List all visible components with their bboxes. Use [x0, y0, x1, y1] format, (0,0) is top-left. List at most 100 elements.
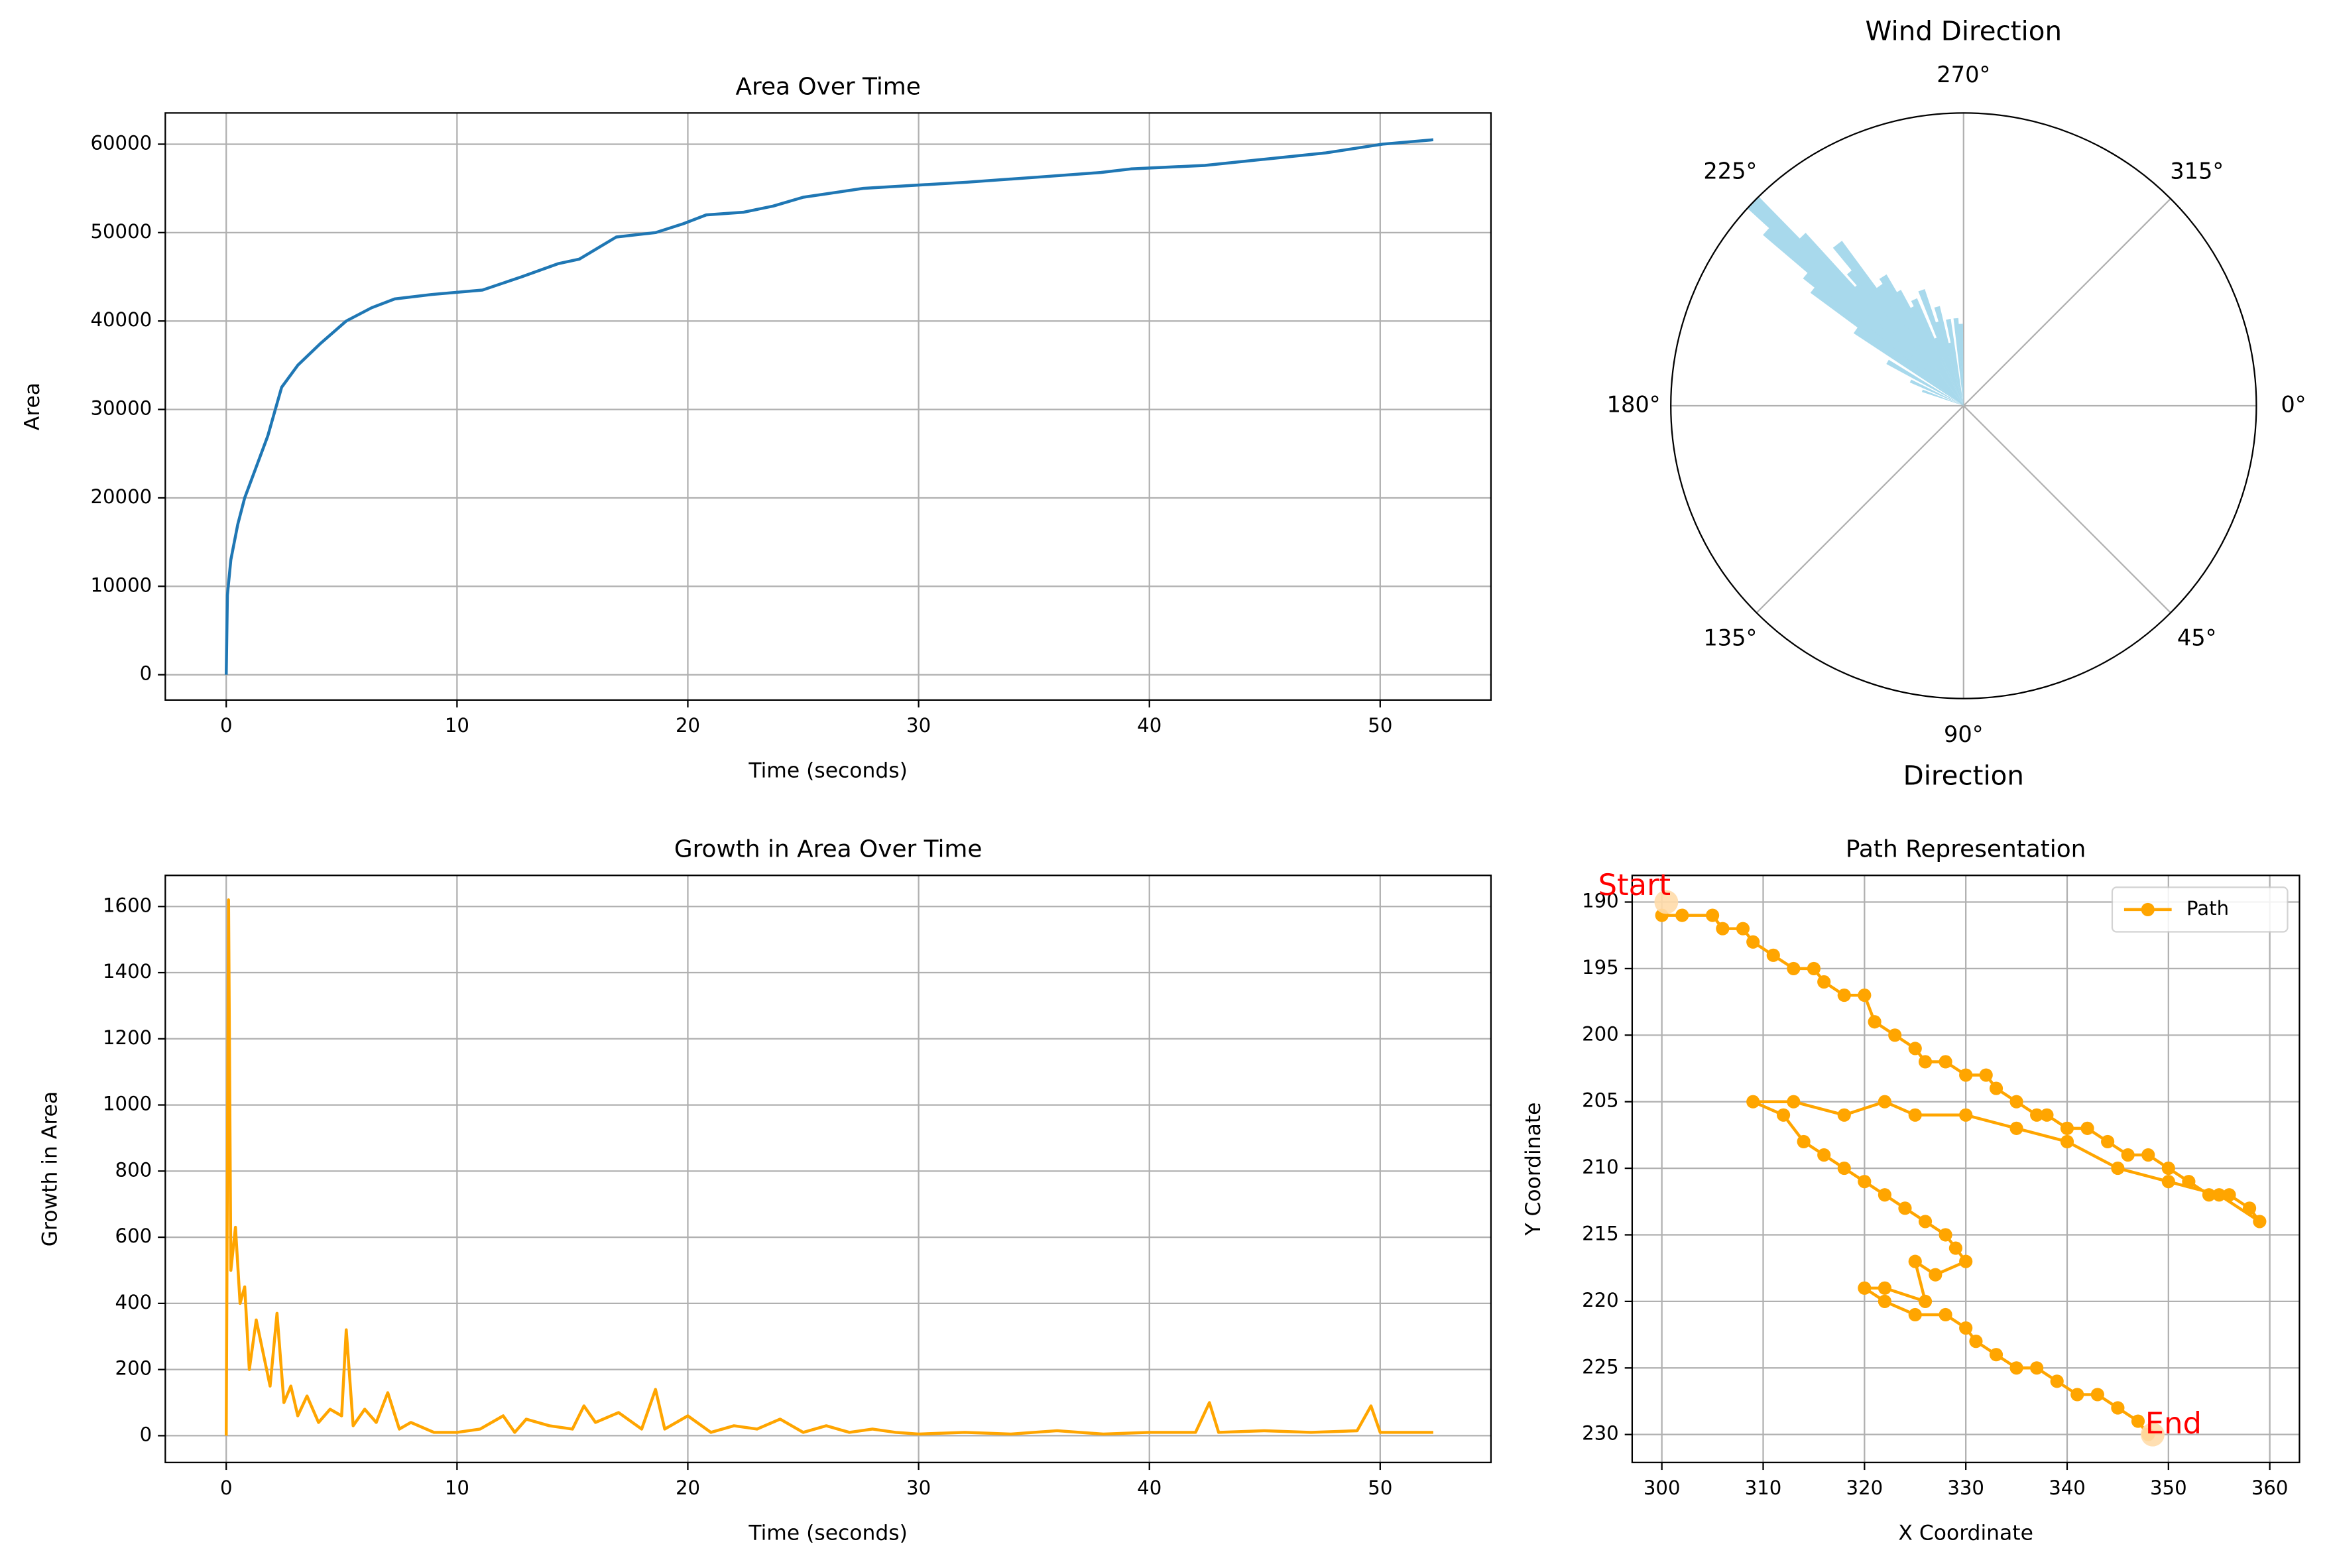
data-point	[2030, 1361, 2044, 1375]
x-tick-label: 50	[1368, 1477, 1392, 1499]
data-point	[2242, 1201, 2257, 1215]
grid-line	[1756, 405, 1964, 614]
data-point	[1837, 1162, 1851, 1176]
data-point	[1939, 1307, 1952, 1322]
data-point	[1969, 1335, 1983, 1349]
theta-tick-label: 45°	[2177, 625, 2217, 650]
x-tick-label: 340	[2049, 1477, 2086, 1499]
plot-frame	[164, 112, 1492, 701]
data-point	[2131, 1414, 2145, 1428]
x-tick-label: 20	[676, 1477, 700, 1499]
chart-title: Wind Direction	[1866, 15, 2062, 46]
x-tick-label: 40	[1137, 714, 1162, 737]
chart-title: Path Representation	[1846, 835, 2086, 863]
theta-tick-label: 135°	[1703, 625, 1757, 650]
wind-bar	[1853, 327, 1964, 406]
data-point	[1929, 1268, 1942, 1282]
x-axis-label: Direction	[1903, 760, 2024, 791]
data-point	[2009, 1095, 2023, 1109]
plot-frame	[164, 874, 1492, 1463]
chart-title: Area Over Time	[735, 73, 920, 100]
data-point	[2182, 1175, 2196, 1189]
data-point	[1918, 1294, 1933, 1308]
data-point	[1766, 948, 1780, 962]
data-line	[224, 138, 1434, 675]
data-point	[1898, 1201, 1912, 1215]
legend-marker	[2141, 902, 2155, 917]
wind-bar	[1909, 379, 1964, 406]
annotation-marker	[2141, 1422, 2165, 1447]
data-point	[2040, 1108, 2054, 1122]
y-tick-label: 210	[1582, 1156, 1619, 1178]
data-point	[2070, 1388, 2084, 1402]
y-axis-label: Y Coordinate	[1522, 1103, 1545, 1236]
chart-title: Growth in Area Over Time	[674, 835, 983, 863]
y-tick-label: 1200	[103, 1026, 152, 1049]
data-point	[1797, 1134, 1811, 1149]
y-tick-label: 800	[115, 1158, 152, 1181]
data-point	[2222, 1188, 2236, 1202]
data-point	[2101, 1134, 2115, 1149]
y-tick-label: 0	[140, 1423, 152, 1445]
wind-bar	[1832, 241, 1964, 406]
y-tick-label: 400	[115, 1291, 152, 1313]
data-point	[1675, 908, 1689, 922]
wind-bar	[1908, 306, 1964, 406]
y-tick-label: 1000	[103, 1093, 152, 1115]
data-point	[1817, 1148, 1831, 1162]
data-point	[1868, 1015, 1882, 1029]
x-tick-label: 350	[2150, 1477, 2187, 1499]
y-tick-label: 60000	[91, 131, 152, 154]
data-point	[1908, 1042, 1922, 1055]
grid-line	[1963, 198, 2171, 406]
data-point	[1979, 1068, 1993, 1082]
wind-bar	[1953, 318, 1964, 406]
x-tick-label: 330	[1947, 1477, 1984, 1499]
x-axis-label: Time (seconds)	[748, 1521, 907, 1545]
wind-bar	[1796, 233, 1964, 406]
legend-frame	[2111, 886, 2289, 933]
data-point	[1746, 935, 1760, 949]
x-tick-label: 360	[2251, 1477, 2289, 1499]
data-point	[1858, 1175, 1872, 1189]
data-point	[1908, 1254, 1922, 1268]
wind-bar	[1921, 389, 1964, 406]
data-point	[2253, 1215, 2267, 1229]
theta-tick-label: 270°	[1937, 62, 1990, 88]
x-tick-label: 0	[220, 1477, 233, 1499]
data-point	[2009, 1361, 2023, 1375]
data-point	[1908, 1108, 1922, 1122]
wind-bar	[1934, 306, 1964, 406]
y-tick-label: 50000	[91, 220, 152, 243]
data-point	[1837, 988, 1851, 1002]
data-point	[2080, 1121, 2094, 1135]
wind-bar	[1934, 321, 1964, 406]
data-point	[2009, 1121, 2023, 1135]
x-tick-label: 10	[445, 714, 469, 737]
polar-frame	[1670, 112, 2257, 699]
y-tick-label: 225	[1582, 1355, 1619, 1378]
y-tick-label: 20000	[91, 485, 152, 508]
x-tick-label: 300	[1644, 1477, 1681, 1499]
data-point	[1918, 1055, 1933, 1069]
x-tick-label: 10	[445, 1477, 469, 1499]
data-point	[2050, 1374, 2064, 1388]
data-point	[2111, 1401, 2125, 1415]
y-tick-label: 40000	[91, 308, 152, 331]
wind-bar	[1934, 337, 1964, 406]
data-point	[1939, 1055, 1952, 1069]
theta-tick-label: 180°	[1607, 391, 1661, 417]
x-tick-label: 30	[906, 714, 931, 737]
data-point	[1878, 1294, 1891, 1308]
x-axis-label: Time (seconds)	[748, 758, 907, 782]
data-point	[1807, 961, 1821, 976]
wind-bar	[1958, 324, 1964, 406]
data-point	[1878, 1281, 1891, 1295]
y-tick-label: 1400	[103, 960, 152, 983]
data-point	[1858, 1281, 1872, 1295]
wind-bar	[1882, 287, 1964, 406]
x-axis-label: X Coordinate	[1898, 1521, 2033, 1545]
data-point	[2111, 1162, 2125, 1176]
data-point	[1948, 1241, 1962, 1255]
data-point	[1878, 1188, 1891, 1202]
